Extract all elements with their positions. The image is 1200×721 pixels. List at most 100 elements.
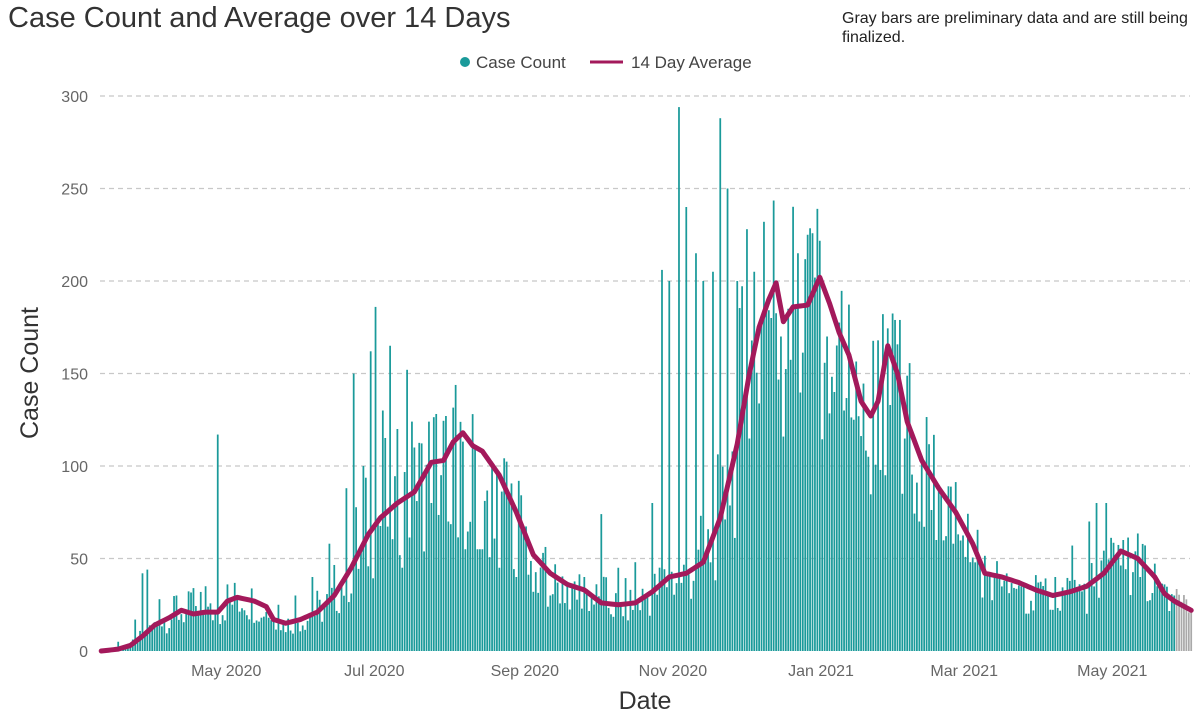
bar [865,450,867,651]
bar [532,591,535,651]
bar [993,576,996,651]
bar [1127,537,1129,651]
bar [338,613,340,651]
bar [420,443,423,651]
bar [767,310,770,651]
bar [923,526,926,651]
bar [352,373,355,651]
bar [814,277,816,651]
bar [867,456,870,651]
bar [658,567,661,651]
bar [1132,572,1134,651]
bar [831,376,833,651]
bar [386,526,389,651]
bar [991,600,994,651]
bar [207,606,209,651]
bar [432,417,435,651]
bar [806,234,809,651]
bar [709,562,712,651]
bar [879,469,882,651]
bar [894,319,896,651]
bar [794,305,797,651]
x-tick-4: Jan 2021 [788,663,854,680]
bar [736,281,739,651]
bar [367,566,370,651]
bar [716,454,719,651]
bar [1064,592,1066,651]
bar [889,405,892,651]
bar [607,607,610,651]
bar [1134,551,1137,651]
y-axis-title: Case Count [16,307,44,439]
bar [702,281,705,651]
bar [906,375,909,651]
bar [1025,613,1028,651]
bar [772,200,775,651]
bar [729,505,731,651]
bar [636,603,639,651]
bar [925,417,928,651]
bar [692,580,695,651]
bar [1100,560,1103,651]
x-tick-2: Sep 2020 [491,663,560,680]
bar [309,616,311,651]
bar [513,569,515,651]
bar [457,537,459,651]
bar [959,540,962,651]
y-tick-50: 50 [70,552,88,569]
bar [483,500,486,651]
bar [593,604,595,651]
bar [940,488,943,651]
bar [384,437,387,651]
bar [391,539,394,651]
bar [648,615,651,651]
bar [581,608,583,651]
bar [1027,613,1030,651]
bar [170,619,173,651]
bar [187,591,190,651]
bar [583,577,586,651]
bar [437,514,440,651]
bar [1015,588,1018,651]
bar [971,557,974,651]
x-axis-title: Date [619,687,672,715]
bar [343,595,345,651]
bar [1056,607,1059,651]
bar [598,596,600,651]
bar [682,564,685,651]
bar [505,461,508,651]
bar [823,362,826,651]
y-tick-250: 250 [61,182,88,199]
bar [631,609,634,651]
bar [818,240,821,651]
bar [678,107,680,652]
bar [784,369,787,651]
bar [547,606,549,651]
bar [481,549,484,651]
bar [1170,594,1173,651]
bar [372,578,374,651]
bar [763,221,765,652]
bar [707,529,709,651]
bar [369,351,372,651]
bar [313,615,316,651]
bar [195,606,197,651]
bar [415,501,418,651]
bar [566,586,569,651]
bar [833,392,836,651]
bar [1105,503,1108,651]
bar [644,598,646,651]
y-tick-0: 0 [79,644,88,661]
bar [809,228,811,651]
bar [1122,540,1125,651]
bar [323,605,326,651]
y-tick-100: 100 [61,459,88,476]
bar [435,413,438,651]
bar [275,629,277,651]
bar [573,581,576,651]
bar [1175,589,1178,651]
bar [530,560,532,651]
bar [1173,595,1176,651]
bar [954,482,957,651]
bar [869,494,872,651]
